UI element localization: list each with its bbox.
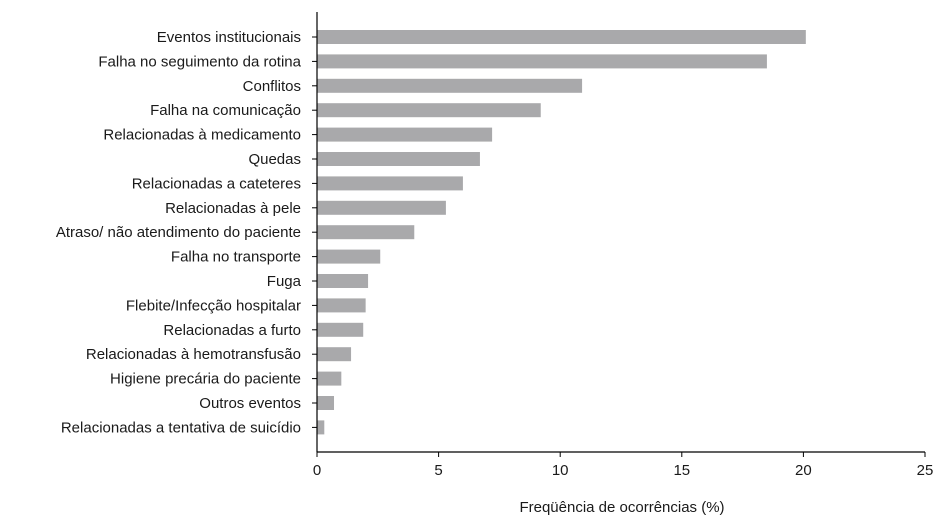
category-label: Higiene precária do paciente	[110, 371, 301, 388]
bar	[317, 323, 363, 337]
category-label: Atraso/ não atendimento do paciente	[56, 224, 301, 241]
bar	[317, 128, 492, 142]
category-label: Eventos institucionais	[157, 29, 301, 46]
bar	[317, 372, 341, 386]
x-tick-label: 20	[795, 462, 812, 479]
bar	[317, 225, 414, 239]
bar	[317, 103, 541, 117]
x-tick-label: 15	[673, 462, 690, 479]
category-label: Flebite/Infecção hospitalar	[126, 297, 301, 314]
bar	[317, 176, 463, 190]
category-label: Relacionadas a tentativa de suicídio	[61, 419, 301, 436]
category-label: Relacionadas à hemotransfusão	[86, 346, 301, 363]
bar	[317, 250, 380, 264]
category-label: Relacionadas a cateteres	[132, 175, 301, 192]
bar	[317, 347, 351, 361]
category-label: Outros eventos	[199, 395, 301, 412]
y-axis	[312, 12, 317, 452]
category-label: Falha no transporte	[171, 249, 301, 266]
x-tick-label: 0	[313, 462, 321, 479]
category-label: Falha no seguimento da rotina	[98, 53, 301, 70]
x-tick-label: 10	[552, 462, 569, 479]
x-tick-label: 5	[434, 462, 442, 479]
x-axis: 0 5 10 15 20 25	[313, 452, 934, 479]
category-label: Fuga	[267, 273, 302, 290]
category-label: Relacionadas a furto	[163, 322, 301, 339]
bar	[317, 201, 446, 215]
bar	[317, 30, 806, 44]
category-label: Conflitos	[243, 78, 301, 95]
bar	[317, 396, 334, 410]
bar	[317, 79, 582, 93]
x-tick-label: 25	[917, 462, 934, 479]
x-axis-label: Freqüência de ocorrências (%)	[519, 499, 724, 516]
category-labels-group: Eventos institucionais Falha no seguiment…	[56, 29, 302, 436]
bar	[317, 274, 368, 288]
bar	[317, 420, 324, 434]
category-label: Relacionadas à medicamento	[103, 127, 301, 144]
bar	[317, 54, 767, 68]
category-label: Relacionadas à pele	[165, 200, 301, 217]
bar	[317, 152, 480, 166]
category-label: Falha na comunicação	[150, 102, 301, 119]
bars-group	[317, 30, 806, 434]
bar	[317, 298, 366, 312]
category-label: Quedas	[248, 151, 301, 168]
